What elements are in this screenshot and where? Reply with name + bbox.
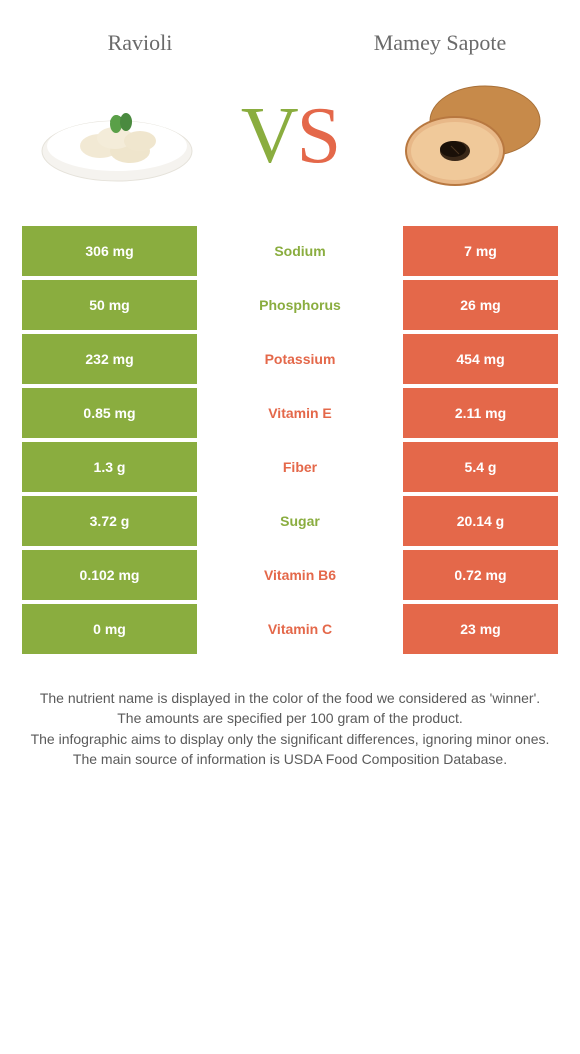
table-row: 0.85 mgVitamin E2.11 mg: [22, 388, 558, 438]
left-value: 306 mg: [22, 226, 197, 276]
nutrient-name: Vitamin E: [197, 388, 403, 438]
nutrient-name: Vitamin B6: [197, 550, 403, 600]
left-value: 0 mg: [22, 604, 197, 654]
nutrient-name: Fiber: [197, 442, 403, 492]
left-food-image: [30, 76, 205, 196]
left-value: 3.72 g: [22, 496, 197, 546]
table-row: 0.102 mgVitamin B60.72 mg: [22, 550, 558, 600]
vs-v: V: [241, 92, 297, 180]
table-row: 1.3 gFiber5.4 g: [22, 442, 558, 492]
comparison-table: 306 mgSodium7 mg50 mgPhosphorus26 mg232 …: [22, 226, 558, 654]
hero-row: VS: [0, 66, 580, 226]
right-value: 23 mg: [403, 604, 558, 654]
left-value: 50 mg: [22, 280, 197, 330]
footer-line-2: The amounts are specified per 100 gram o…: [22, 708, 558, 728]
right-value: 20.14 g: [403, 496, 558, 546]
footer-line-4: The main source of information is USDA F…: [22, 749, 558, 769]
left-value: 0.102 mg: [22, 550, 197, 600]
nutrient-name: Vitamin C: [197, 604, 403, 654]
right-value: 0.72 mg: [403, 550, 558, 600]
right-value: 454 mg: [403, 334, 558, 384]
nutrient-name: Potassium: [197, 334, 403, 384]
table-row: 306 mgSodium7 mg: [22, 226, 558, 276]
nutrient-name: Sugar: [197, 496, 403, 546]
table-row: 0 mgVitamin C23 mg: [22, 604, 558, 654]
footer-line-3: The infographic aims to display only the…: [22, 729, 558, 749]
table-row: 50 mgPhosphorus26 mg: [22, 280, 558, 330]
right-value: 5.4 g: [403, 442, 558, 492]
vs-s: S: [297, 92, 340, 180]
right-food-title: Mamey Sapote: [340, 30, 540, 56]
right-food-image: [375, 76, 550, 196]
table-row: 232 mgPotassium454 mg: [22, 334, 558, 384]
right-value: 2.11 mg: [403, 388, 558, 438]
vs-label: VS: [241, 91, 339, 182]
left-value: 232 mg: [22, 334, 197, 384]
right-value: 26 mg: [403, 280, 558, 330]
left-food-title: Ravioli: [40, 30, 240, 56]
footer-line-1: The nutrient name is displayed in the co…: [22, 688, 558, 708]
footer: The nutrient name is displayed in the co…: [0, 658, 580, 769]
left-value: 0.85 mg: [22, 388, 197, 438]
header: Ravioli Mamey Sapote: [0, 0, 580, 66]
nutrient-name: Phosphorus: [197, 280, 403, 330]
right-value: 7 mg: [403, 226, 558, 276]
table-row: 3.72 gSugar20.14 g: [22, 496, 558, 546]
nutrient-name: Sodium: [197, 226, 403, 276]
left-value: 1.3 g: [22, 442, 197, 492]
